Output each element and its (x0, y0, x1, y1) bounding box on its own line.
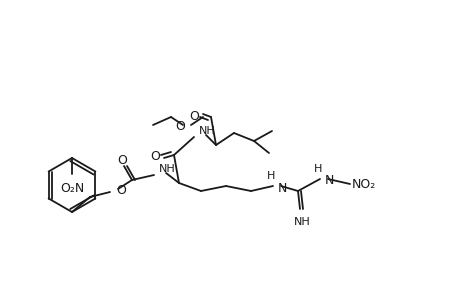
Text: O: O (117, 154, 127, 166)
Text: O: O (175, 119, 185, 133)
Text: NH: NH (199, 126, 215, 136)
Text: NH: NH (159, 164, 175, 174)
Text: N: N (325, 175, 334, 188)
Text: N: N (277, 182, 287, 194)
Text: H: H (266, 171, 274, 181)
Text: O: O (150, 149, 160, 163)
Text: O: O (116, 184, 126, 197)
Text: O: O (189, 110, 198, 122)
Text: H: H (313, 164, 321, 174)
Text: NH: NH (293, 217, 310, 227)
Text: NO₂: NO₂ (351, 178, 375, 191)
Text: O₂N: O₂N (60, 182, 84, 195)
